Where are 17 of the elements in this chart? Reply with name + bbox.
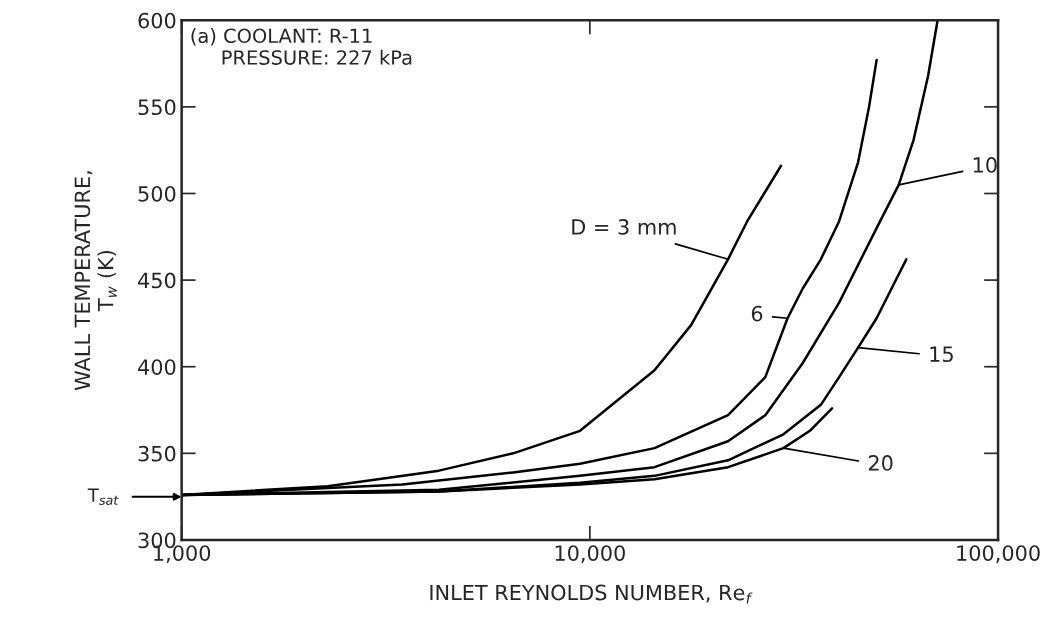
y-axis-title: WALL TEMPERATURE, T$_{w}$ (K) <box>74 171 117 391</box>
x-tick-label: 10,000 <box>555 545 625 564</box>
legend-label: 20 <box>868 455 893 471</box>
y-tick-label: 400 <box>138 359 176 375</box>
text: D = 3 mm <box>572 219 676 235</box>
y-tick-label: 550 <box>138 99 176 116</box>
y-tick-label: 500 <box>138 185 176 202</box>
y-tick-label: 600 <box>138 12 176 29</box>
series-label: 6 <box>751 305 763 322</box>
text: T$_{sat}$ <box>87 488 119 505</box>
x-tick-label: 100,000 <box>957 545 1040 564</box>
legend-label: 15 <box>930 346 953 363</box>
annotation: (a) COOLANT: R-11 PRESSURE: 227 kPa <box>191 28 412 65</box>
legend-label: 10 <box>973 157 997 173</box>
x-axis-title: INLET REYNOLDS NUMBER, Re$_{f}$ <box>430 584 753 604</box>
y-tick-label: 350 <box>138 445 176 462</box>
y-tick-label: 450 <box>138 272 176 289</box>
